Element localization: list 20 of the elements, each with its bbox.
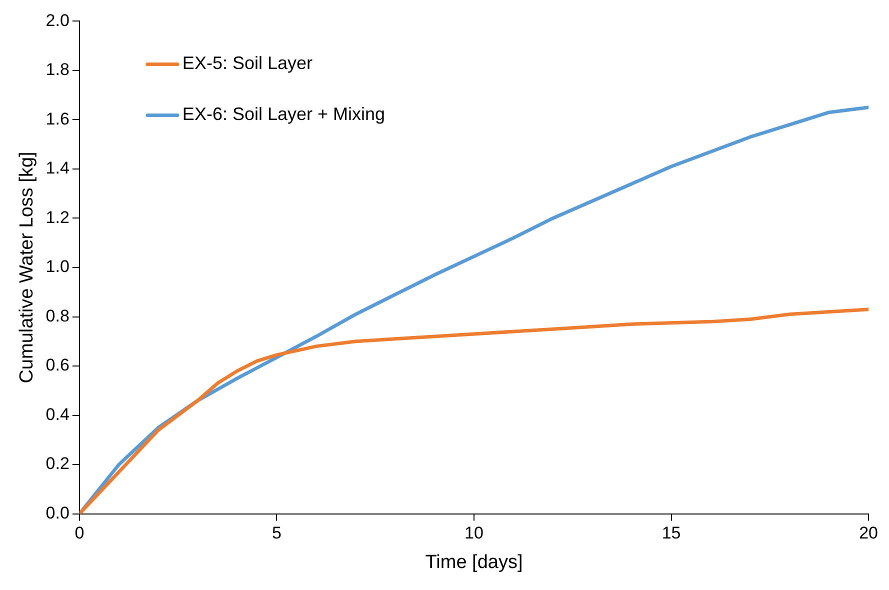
y-tick-label: 1.4 xyxy=(46,158,70,178)
y-tick-label: 1.8 xyxy=(46,60,70,80)
y-tick-label: 0.2 xyxy=(46,454,70,474)
x-tick-label: 15 xyxy=(662,524,681,543)
y-tick-label: 1.2 xyxy=(46,208,70,227)
y-tick-label: 0.8 xyxy=(46,306,70,326)
y-axis-title: Cumulative Water Loss [kg] xyxy=(16,152,38,384)
x-tick-label: 5 xyxy=(272,524,282,543)
x-axis-title: Time [days] xyxy=(425,552,523,573)
x-tick-label: 0 xyxy=(74,524,84,543)
y-tick-label: 1.0 xyxy=(46,257,70,276)
y-tick-label: 0.0 xyxy=(46,503,70,522)
y-tick-label: 0.6 xyxy=(46,356,70,375)
x-tick-label: 20 xyxy=(859,524,878,543)
y-tick-label: 2.0 xyxy=(46,10,70,30)
y-tick-label: 0.4 xyxy=(46,404,70,424)
legend-label: EX-5: Soil Layer xyxy=(182,53,312,74)
x-tick-label: 10 xyxy=(464,524,484,543)
legend-label: EX-6: Soil Layer + Mixing xyxy=(182,104,386,124)
y-tick-label: 1.6 xyxy=(46,109,70,128)
